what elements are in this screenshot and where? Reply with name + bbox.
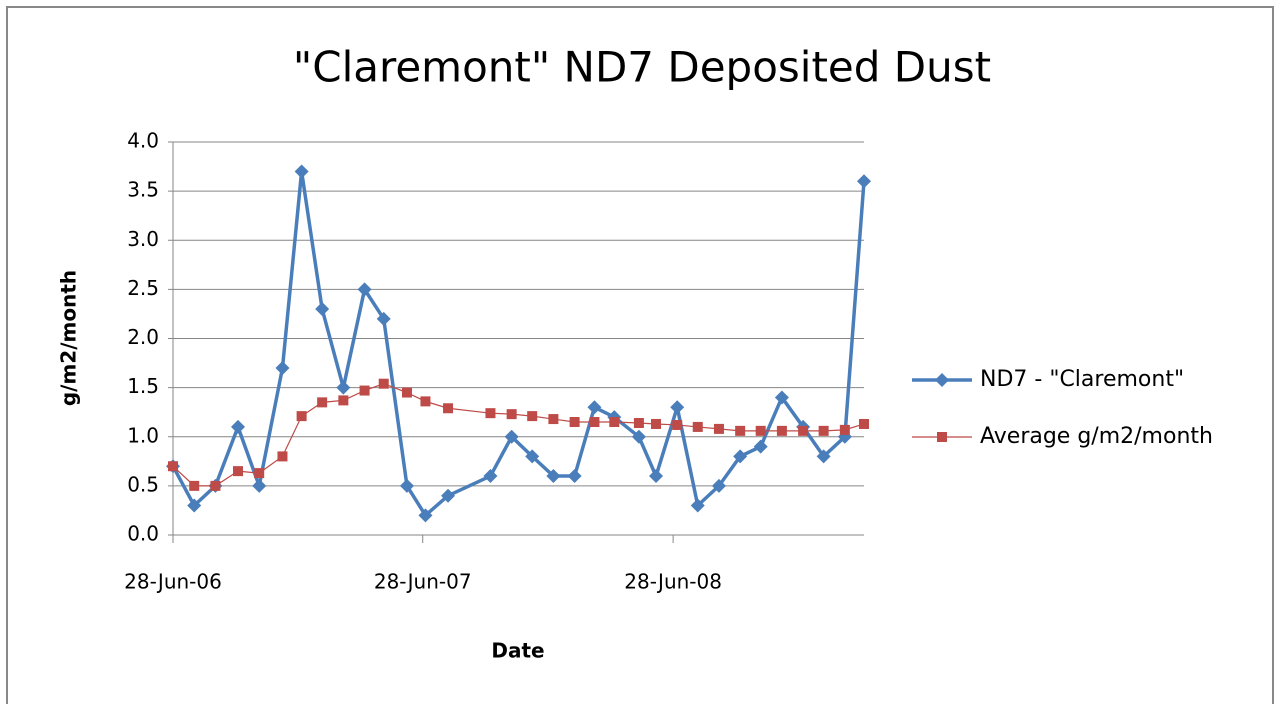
data-point — [378, 378, 389, 389]
legend-marker — [937, 432, 947, 442]
data-point — [672, 419, 683, 430]
y-tick-label: 2.0 — [127, 325, 159, 349]
legend-label: Average g/m2/month — [980, 424, 1213, 449]
data-point — [527, 411, 538, 422]
y-tick-label: 1.5 — [127, 374, 159, 398]
data-point — [294, 164, 309, 179]
data-point — [798, 425, 809, 436]
y-tick-label: 4.0 — [127, 129, 159, 153]
data-point — [631, 429, 646, 444]
data-point — [189, 480, 200, 491]
data-point — [401, 387, 412, 398]
data-point — [338, 395, 349, 406]
x-axis-label: Date — [491, 639, 544, 663]
data-point — [418, 508, 433, 523]
data-point — [609, 417, 620, 428]
data-point — [548, 414, 559, 425]
data-point — [254, 468, 265, 479]
data-point — [187, 498, 202, 513]
data-point — [277, 451, 288, 462]
data-point — [692, 421, 703, 432]
data-point — [357, 282, 372, 297]
data-point — [506, 409, 517, 420]
data-point — [275, 360, 290, 375]
data-point — [420, 396, 431, 407]
data-point — [818, 425, 829, 436]
data-point — [711, 478, 726, 493]
data-point — [483, 469, 498, 484]
data-point — [816, 449, 831, 464]
data-point — [567, 469, 582, 484]
data-point — [839, 424, 850, 435]
data-point — [857, 174, 871, 189]
data-point — [546, 469, 561, 484]
data-point — [252, 478, 267, 493]
data-point — [441, 488, 456, 503]
y-axis-label: g/m2/month — [57, 270, 81, 406]
chart-title: "Claremont" ND7 Deposited Dust — [293, 43, 991, 92]
data-point — [733, 449, 748, 464]
data-point — [713, 423, 724, 434]
data-point — [317, 397, 328, 408]
data-point — [589, 417, 600, 428]
data-point — [232, 466, 243, 477]
y-tick-label: 0.5 — [127, 472, 159, 496]
data-point — [587, 400, 602, 415]
data-point — [336, 380, 351, 395]
data-point — [359, 385, 370, 396]
data-point — [755, 425, 766, 436]
data-point — [504, 429, 519, 444]
y-tick-label: 1.0 — [127, 423, 159, 447]
x-tick-label: 28-Jun-07 — [374, 570, 472, 594]
y-tick-label: 0.0 — [127, 522, 159, 546]
data-point — [443, 403, 454, 414]
data-point — [399, 478, 414, 493]
data-point — [485, 408, 496, 419]
legend-label: ND7 - "Claremont" — [980, 367, 1184, 392]
data-point — [315, 302, 330, 317]
data-point — [230, 419, 245, 434]
x-tick-label: 28-Jun-08 — [624, 570, 722, 594]
y-tick-label: 3.5 — [127, 178, 159, 202]
data-point — [735, 425, 746, 436]
chart-frame — [6, 6, 1274, 704]
data-point — [753, 439, 768, 454]
data-point — [296, 411, 307, 422]
y-tick-label: 2.5 — [127, 276, 159, 300]
data-point — [168, 461, 178, 472]
data-point — [670, 400, 685, 415]
data-point — [774, 390, 789, 405]
data-point — [633, 417, 644, 428]
x-tick-label: 28-Jun-06 — [124, 570, 222, 594]
data-point — [376, 311, 391, 326]
y-tick-label: 3.0 — [127, 227, 159, 251]
data-point — [649, 469, 664, 484]
data-point — [569, 417, 580, 428]
data-point — [525, 449, 540, 464]
legend-marker — [935, 373, 949, 387]
data-point — [776, 425, 787, 436]
data-point — [210, 480, 221, 491]
data-point — [690, 498, 705, 513]
data-point — [859, 418, 869, 429]
data-point — [651, 418, 662, 429]
